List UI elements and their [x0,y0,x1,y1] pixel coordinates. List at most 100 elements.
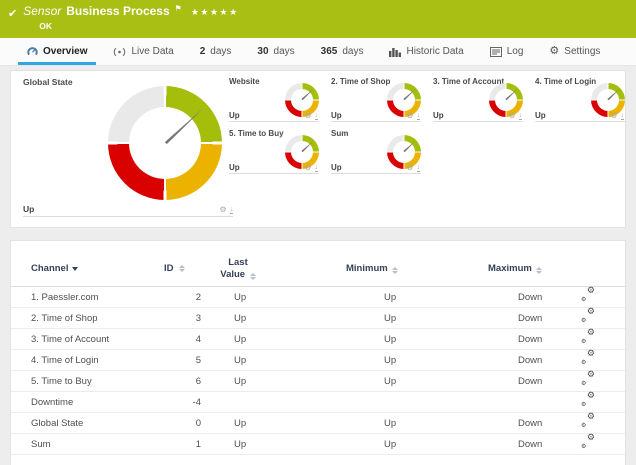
tab-label: days [273,46,295,57]
tab-label: Overview [43,46,88,57]
live-signal-icon [114,47,126,56]
channel-settings-icon[interactable]: ⚙ ⚙ [581,285,595,304]
download-icon[interactable]: ↓ [620,112,624,120]
channel-gear-icon[interactable]: ⚙ [406,163,414,172]
channel-minimum: Up [384,291,397,303]
channel-settings-icon[interactable]: ⚙ ⚙ [581,432,595,451]
gauge-footer: Up ⚙ ↓ [331,111,420,120]
gauge-actions: ⚙ ↓ [508,112,522,120]
log-list-icon [489,46,502,57]
channel-settings-icon[interactable]: ⚙ ⚙ [581,390,595,409]
table-row: Sum 1 Up Up Down ⚙ ⚙ [11,432,625,455]
table-row: 4. Time of Login 5 Up Up Down ⚙ ⚙ [11,348,625,371]
gauge-actions: ⚙ ↓ [304,164,318,172]
gauge-value: Up [229,111,240,120]
tab-label: Log [506,46,524,57]
sensor-header-text: Sensor Business Process ⚑ ★★★★★ OK [23,4,238,31]
time-of-login-gauge [591,83,625,117]
gear-icon: ⚙ [549,45,560,57]
gauge-title: Website [229,77,260,86]
sum-gauge [387,135,421,169]
channel-last-value: Up [234,417,247,429]
table-row: 5. Time to Buy 6 Up Up Down ⚙ ⚙ [11,369,625,392]
tab-label: Live Data [131,46,174,57]
channel-minimum: Up [384,438,397,450]
column-header-minimum[interactable]: Minimum [336,263,471,274]
tab-label: Historic Data [406,46,464,57]
channel-gear-icon[interactable]: ⚙ [406,111,414,120]
table-header-row: Channel ID Last Value Minimum Maximum [11,251,625,287]
channel-last-value: Up [234,333,247,345]
gauge-actions: ⚙ ↓ [219,206,233,214]
channel-gear-icon[interactable]: ⚙ [508,111,516,120]
channel-minimum: Up [384,312,397,324]
channel-last-value: Up [234,354,247,366]
column-header-maximum[interactable]: Maximum [471,263,579,274]
channel-maximum: Down [518,312,543,324]
status-badge: OK [39,21,52,31]
gauge-footer: Up ⚙ ↓ [331,163,420,172]
channel-settings-icon[interactable]: ⚙ ⚙ [581,306,595,325]
table-row: Global State 0 Up Up Down ⚙ ⚙ [11,411,625,434]
gauge-tile-time-of-shop[interactable]: 2. Time of Shop Up ⚙ ↓ [331,77,421,122]
download-icon[interactable]: ↓ [229,206,233,214]
bar-chart-icon [389,47,402,57]
download-icon[interactable]: ↓ [314,164,318,172]
tab-settings[interactable]: ⚙ Settings [536,38,613,65]
channel-id: 2 [195,291,201,303]
channel-gear-icon[interactable]: ⚙ [610,111,618,120]
sort-icon [178,265,185,272]
channel-last-value: Up [234,375,247,387]
gauge-tile-time-of-login[interactable]: 4. Time of Login Up ⚙ ↓ [535,77,625,122]
tab-2-days[interactable]: 2 days [199,46,232,57]
gauge-actions: ⚙ ↓ [406,164,420,172]
channel-id: -4 [192,396,201,408]
gauge-value: Up [331,111,342,120]
gauge-value: Up [535,111,546,120]
gauge-value: Up [23,204,35,214]
priority-stars-icon[interactable]: ★★★★★ [190,7,239,17]
download-icon[interactable]: ↓ [416,112,420,120]
channel-id: 4 [195,333,201,345]
gauge-tile-global-state[interactable]: Global State Up ⚙ ↓ [23,77,233,217]
channel-id: 5 [195,354,201,366]
gauge-footer: Up ⚙ ↓ [229,163,318,172]
tab-live-data[interactable]: Live Data [100,38,186,65]
channel-gear-icon[interactable]: ⚙ [219,205,227,214]
column-header-channel[interactable]: Channel [31,263,161,274]
tab-overview[interactable]: Overview [14,38,100,65]
tab-365-days[interactable]: 365 days [320,46,364,57]
gauge-title: 2. Time of Shop [331,77,391,86]
channel-name: Downtime [31,396,74,408]
download-icon[interactable]: ↓ [314,112,318,120]
channel-maximum: Down [518,417,543,429]
channel-settings-icon[interactable]: ⚙ ⚙ [581,348,595,367]
gauge-tile-time-of-account[interactable]: 3. Time of Account Up ⚙ ↓ [433,77,523,122]
gauge-tile-sum[interactable]: Sum Up ⚙ ↓ [331,129,421,174]
gauge-tile-website[interactable]: Website Up ⚙ ↓ [229,77,319,122]
channel-maximum: Down [518,375,543,387]
tab-log[interactable]: Log [477,38,537,65]
tab-30-days[interactable]: 30 days [257,46,295,57]
flag-icon[interactable]: ⚑ [174,4,182,13]
download-icon[interactable]: ↓ [416,164,420,172]
channel-gear-icon[interactable]: ⚙ [304,111,312,120]
channel-settings-icon[interactable]: ⚙ ⚙ [581,327,595,346]
column-header-last-value[interactable]: Last Value [211,257,336,280]
channel-settings-icon[interactable]: ⚙ ⚙ [581,411,595,430]
channel-settings-icon[interactable]: ⚙ ⚙ [581,369,595,388]
gauge-value: Up [433,111,444,120]
channel-name: 1. Paessler.com [31,291,99,303]
gauge-tile-time-to-buy[interactable]: 5. Time to Buy Up ⚙ ↓ [229,129,319,174]
download-icon[interactable]: ↓ [518,112,522,120]
table-row: 3. Time of Account 4 Up Up Down ⚙ ⚙ [11,327,625,350]
channel-id: 0 [195,417,201,429]
small-gauges-grid: Website Up ⚙ ↓ 2. Time [229,77,625,174]
channel-maximum: Down [518,354,543,366]
channel-id: 1 [195,438,201,450]
tab-label: Settings [564,46,601,57]
channel-gear-icon[interactable]: ⚙ [304,163,312,172]
gauge-title: 3. Time of Account [433,77,505,86]
column-header-id[interactable]: ID [161,263,211,274]
tab-historic-data[interactable]: Historic Data [376,38,476,65]
